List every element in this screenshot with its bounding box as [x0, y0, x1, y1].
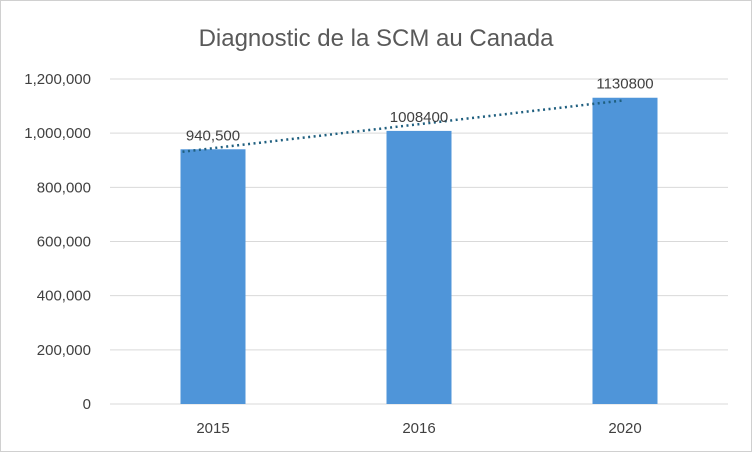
y-tick-label: 200,000	[37, 342, 91, 359]
y-tick-label: 800,000	[37, 179, 91, 196]
x-axis-ticks: 2015 2016 2020	[196, 420, 641, 437]
x-tick-label: 2015	[196, 420, 229, 437]
bar-2016	[386, 130, 452, 404]
bar-2015	[180, 149, 246, 404]
y-axis-ticks: 0 200,000 400,000 600,000 800,000 1,000,000 1,…	[24, 71, 91, 413]
x-tick-label: 2020	[608, 420, 641, 437]
bar-2020	[592, 97, 658, 404]
y-tick-label: 1,000,000	[24, 125, 91, 142]
data-label: 940,500	[186, 127, 240, 144]
chart-title: Diagnostic de la SCM au Canada	[199, 25, 555, 52]
data-labels: 940,500 1008400 1130800	[186, 76, 654, 145]
y-tick-label: 600,000	[37, 234, 91, 251]
x-tick-label: 2016	[402, 420, 435, 437]
bars	[180, 97, 658, 404]
y-tick-label: 0	[83, 396, 91, 413]
y-tick-label: 1,200,000	[24, 71, 91, 88]
data-label: 1008400	[390, 109, 448, 126]
data-label: 1130800	[596, 76, 653, 93]
y-tick-label: 400,000	[37, 288, 91, 305]
